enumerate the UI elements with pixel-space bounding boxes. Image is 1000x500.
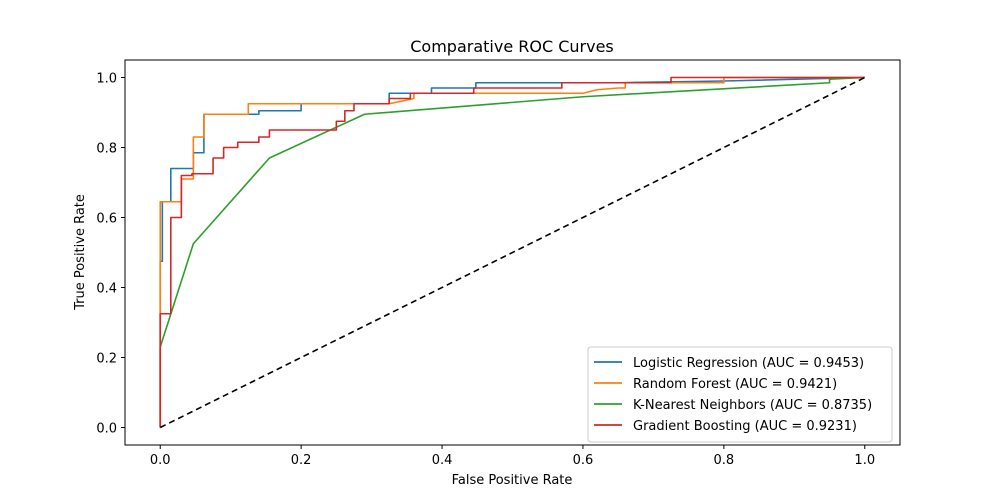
x-tick-label: 0.2 — [291, 453, 312, 468]
x-tick-label: 0.6 — [573, 453, 594, 468]
x-tick-label: 0.8 — [714, 453, 735, 468]
x-tick-label: 0.0 — [150, 453, 171, 468]
y-tick-label: 1.0 — [96, 72, 117, 87]
y-axis-ticks: 0.0 0.2 0.4 0.6 0.8 1.0 — [96, 72, 125, 437]
y-tick-label: 0.6 — [96, 212, 117, 227]
y-tick-label: 0.4 — [96, 282, 117, 297]
y-tick-label: 0.0 — [96, 422, 117, 437]
legend: Logistic Regression (AUC = 0.9453) Random… — [587, 346, 893, 443]
plot-frame — [124, 59, 901, 446]
series-line-4 — [159, 76, 865, 428]
legend-entries: Logistic Regression (AUC = 0.9453) Random… — [594, 356, 872, 434]
legend-label-4: Gradient Boosting (AUC = 0.9231) — [633, 419, 857, 434]
y-tick-label: 0.2 — [96, 352, 117, 367]
legend-label-1: Logistic Regression (AUC = 0.9453) — [633, 356, 864, 371]
legend-label-2: Random Forest (AUC = 0.9421) — [633, 377, 837, 392]
chance-diagonal-line — [159, 76, 866, 429]
y-axis-label: True Positive Rate — [73, 194, 88, 311]
plot-area: 0.0 0.2 0.4 0.6 0.8 1.0 0.0 0.2 0.4 0.6 0.8 1.0 — [96, 59, 901, 468]
chart-title: Comparative ROC Curves — [410, 37, 614, 56]
legend-frame — [587, 346, 893, 443]
x-tick-label: 0.4 — [432, 453, 453, 468]
x-tick-label: 1.0 — [854, 453, 875, 468]
x-axis-ticks: 0.0 0.2 0.4 0.6 0.8 1.0 — [150, 445, 875, 468]
x-axis-label: False Positive Rate — [452, 473, 573, 488]
series-layer — [159, 76, 866, 429]
legend-label-3: K-Nearest Neighbors (AUC = 0.8735) — [633, 398, 872, 413]
y-tick-label: 0.8 — [96, 142, 117, 157]
